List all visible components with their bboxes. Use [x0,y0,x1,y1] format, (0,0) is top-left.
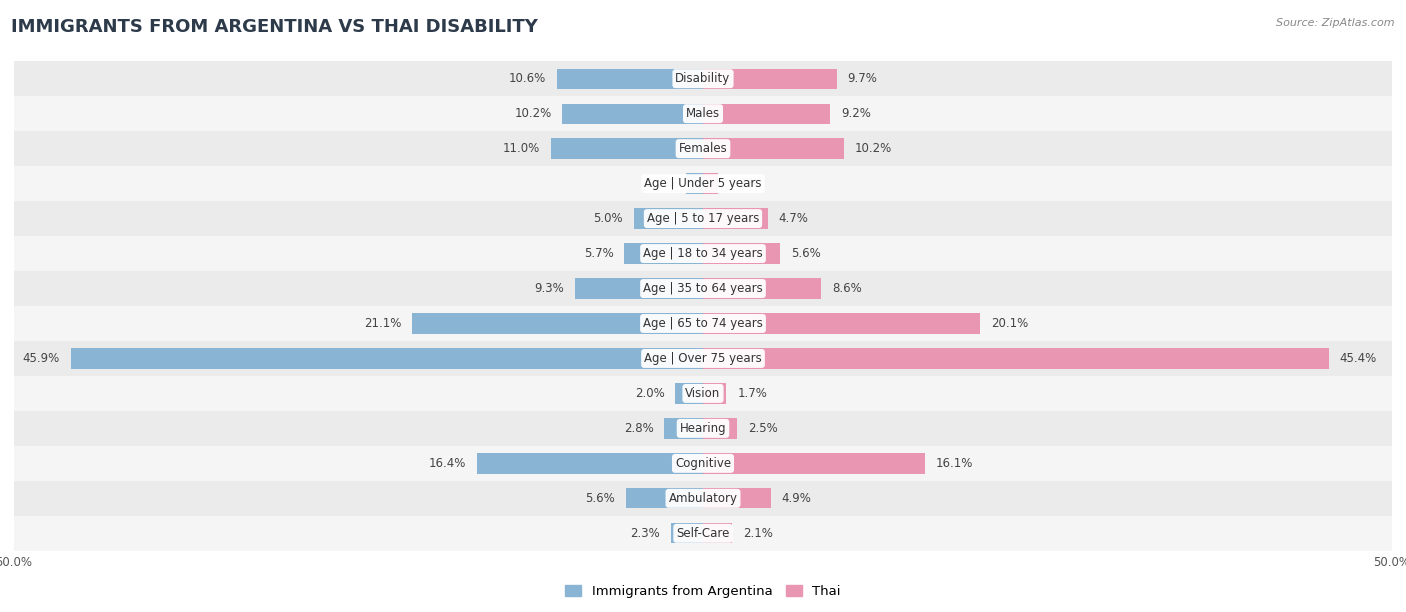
Text: 4.9%: 4.9% [782,492,811,505]
Bar [703,453,925,474]
Text: Cognitive: Cognitive [675,457,731,470]
Bar [14,306,1392,341]
Text: Age | 35 to 64 years: Age | 35 to 64 years [643,282,763,295]
Text: 2.8%: 2.8% [624,422,654,435]
Bar [703,523,733,543]
Text: Age | Under 5 years: Age | Under 5 years [644,177,762,190]
Text: 1.1%: 1.1% [730,177,759,190]
Bar [14,376,1392,411]
Text: Females: Females [679,142,727,155]
Text: Age | 5 to 17 years: Age | 5 to 17 years [647,212,759,225]
Text: 20.1%: 20.1% [991,317,1028,330]
Text: 5.0%: 5.0% [593,212,623,225]
Bar [703,138,844,159]
Text: 16.1%: 16.1% [936,457,973,470]
Bar [575,278,703,299]
Bar [703,244,780,264]
Bar [14,61,1392,96]
Bar [686,173,703,194]
Text: 2.0%: 2.0% [634,387,665,400]
Text: 9.3%: 9.3% [534,282,564,295]
Text: 45.9%: 45.9% [22,352,59,365]
Text: 10.2%: 10.2% [855,142,891,155]
Bar [14,236,1392,271]
Text: 16.4%: 16.4% [429,457,465,470]
Bar [14,481,1392,516]
Bar [412,313,703,334]
Text: 10.2%: 10.2% [515,107,551,120]
Bar [14,516,1392,551]
Text: 8.6%: 8.6% [832,282,862,295]
Bar [626,488,703,509]
Text: 2.1%: 2.1% [742,527,773,540]
Text: 5.7%: 5.7% [583,247,613,260]
Bar [14,166,1392,201]
Text: Vision: Vision [685,387,721,400]
Text: 1.7%: 1.7% [738,387,768,400]
Text: 1.2%: 1.2% [645,177,675,190]
Bar [665,418,703,439]
Legend: Immigrants from Argentina, Thai: Immigrants from Argentina, Thai [560,580,846,603]
Bar [675,383,703,403]
Bar [703,173,718,194]
Bar [14,341,1392,376]
Text: 2.3%: 2.3% [630,527,661,540]
Bar [703,313,980,334]
Bar [477,453,703,474]
Bar [14,201,1392,236]
Bar [14,446,1392,481]
Text: 9.7%: 9.7% [848,72,877,85]
Bar [703,209,768,229]
Bar [703,69,837,89]
Bar [703,488,770,509]
Text: 10.6%: 10.6% [509,72,546,85]
Text: Males: Males [686,107,720,120]
Bar [703,348,1329,368]
Bar [14,411,1392,446]
Text: Age | Over 75 years: Age | Over 75 years [644,352,762,365]
Text: Self-Care: Self-Care [676,527,730,540]
Text: 4.7%: 4.7% [779,212,808,225]
Text: Age | 18 to 34 years: Age | 18 to 34 years [643,247,763,260]
Bar [14,131,1392,166]
Text: 9.2%: 9.2% [841,107,870,120]
Text: IMMIGRANTS FROM ARGENTINA VS THAI DISABILITY: IMMIGRANTS FROM ARGENTINA VS THAI DISABI… [11,18,538,36]
Text: Source: ZipAtlas.com: Source: ZipAtlas.com [1277,18,1395,28]
Bar [703,418,738,439]
Text: Disability: Disability [675,72,731,85]
Bar [703,383,727,403]
Bar [551,138,703,159]
Bar [14,96,1392,131]
Bar [671,523,703,543]
Bar [703,278,821,299]
Text: Age | 65 to 74 years: Age | 65 to 74 years [643,317,763,330]
Bar [624,244,703,264]
Bar [14,271,1392,306]
Text: 5.6%: 5.6% [585,492,614,505]
Text: 21.1%: 21.1% [364,317,401,330]
Bar [70,348,703,368]
Text: 11.0%: 11.0% [503,142,540,155]
Bar [634,209,703,229]
Text: 45.4%: 45.4% [1340,352,1376,365]
Text: 5.6%: 5.6% [792,247,821,260]
Text: Ambulatory: Ambulatory [668,492,738,505]
Bar [557,69,703,89]
Text: 2.5%: 2.5% [748,422,778,435]
Bar [562,103,703,124]
Bar [703,103,830,124]
Text: Hearing: Hearing [679,422,727,435]
